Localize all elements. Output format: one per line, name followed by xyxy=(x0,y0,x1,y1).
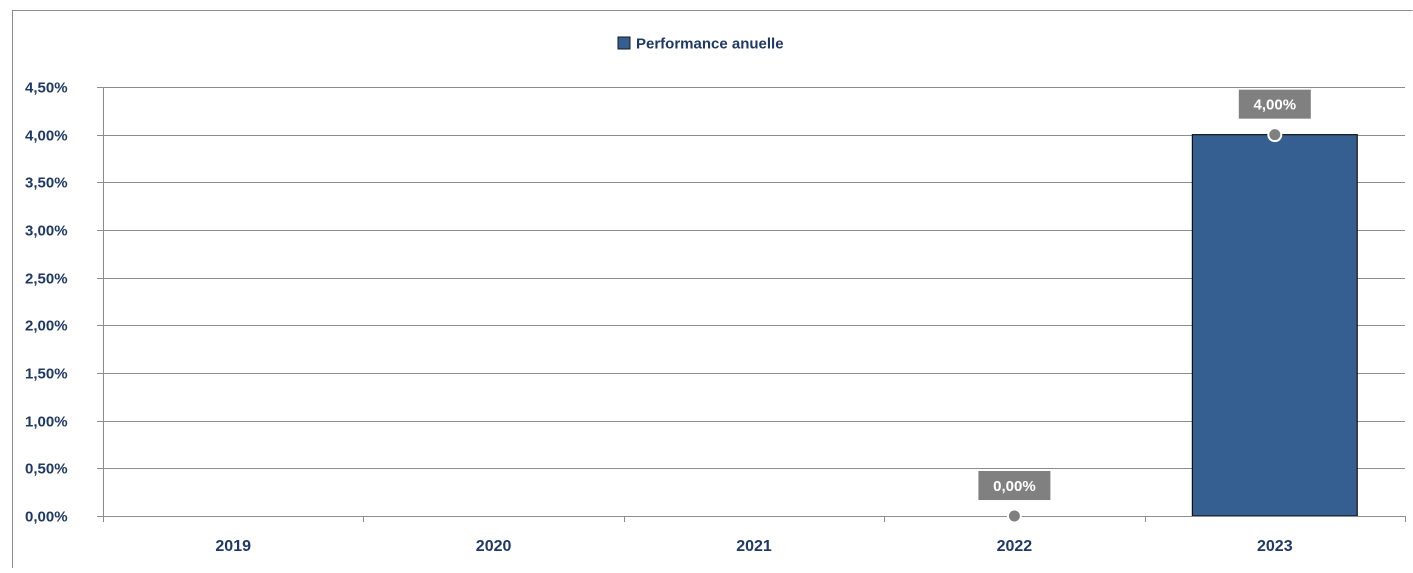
data-label-box xyxy=(1238,89,1311,119)
data-labels: 0,00% 4,00% xyxy=(978,89,1311,524)
data-label-box xyxy=(978,471,1051,500)
y-tick-label: 4,00% xyxy=(25,128,68,145)
legend-label: Performance anuelle xyxy=(636,36,784,53)
legend: Performance anuelle xyxy=(617,36,784,53)
x-tick-label: 2023 xyxy=(1257,538,1293,555)
data-label: 0,00% xyxy=(993,478,1036,495)
gridlines xyxy=(97,87,1405,517)
y-tick-label: 3,00% xyxy=(25,223,68,240)
legend-swatch xyxy=(617,36,631,50)
y-tick-label: 2,00% xyxy=(25,318,68,335)
bar-2023 xyxy=(1191,134,1358,517)
x-axis xyxy=(103,87,1406,522)
y-tick-label: 3,50% xyxy=(25,175,68,192)
y-tick-label: 1,00% xyxy=(25,414,68,431)
x-tick-label: 2021 xyxy=(736,538,772,555)
y-tick-label: 4,50% xyxy=(25,80,68,97)
y-tick-label: 1,50% xyxy=(25,366,68,383)
x-axis-tick-labels: 2019 2020 2021 2022 2023 xyxy=(215,538,1292,555)
x-tick-label: 2022 xyxy=(997,538,1033,555)
y-tick-label: 2,50% xyxy=(25,271,68,288)
x-tick-label: 2019 xyxy=(215,538,251,555)
data-label: 4,00% xyxy=(1254,97,1297,114)
chart-border xyxy=(12,10,1413,568)
y-tick-label: 0,50% xyxy=(25,461,68,478)
data-point-marker xyxy=(1267,127,1283,143)
y-axis-tick-labels: 0,00% 0,50% 1,00% 1,50% 2,00% 2,50% 3,00% 3,50%… xyxy=(25,80,68,526)
x-tick-label: 2020 xyxy=(476,538,512,555)
bars xyxy=(1191,134,1358,517)
data-point-marker xyxy=(1006,508,1022,524)
y-tick-label: 0,00% xyxy=(25,509,68,526)
